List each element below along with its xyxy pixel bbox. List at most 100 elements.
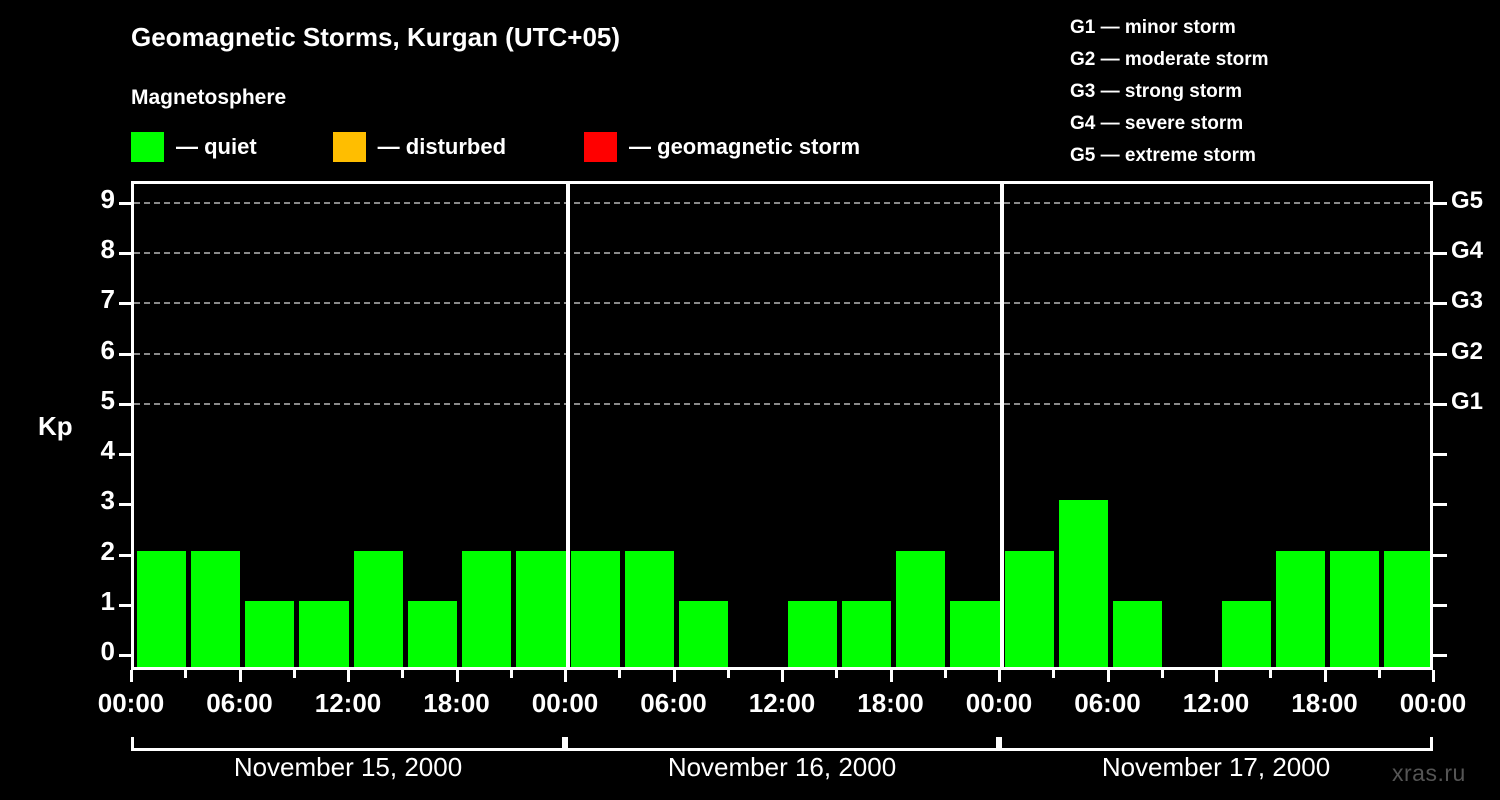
- bar-kp: [1113, 600, 1163, 667]
- gridline-kp-5: [134, 402, 1430, 405]
- bar-kp: [1384, 550, 1430, 667]
- x-minor-tick: [401, 670, 405, 678]
- g-axis-label-g4: G4: [1451, 237, 1484, 265]
- right-tick-7: [1433, 302, 1447, 306]
- y-tick-5: [119, 402, 131, 406]
- x-tick: [1215, 670, 1218, 682]
- x-tick: [1432, 670, 1435, 682]
- x-tick-label: 18:00: [857, 688, 924, 718]
- y-axis-title: Kp: [38, 411, 73, 441]
- y-tick-label-8: 8: [100, 234, 115, 265]
- bar-kp: [570, 550, 620, 667]
- y-tick-3: [119, 503, 131, 507]
- bar-kp: [136, 550, 186, 667]
- gscale-row-g3: G3 — strong storm: [1070, 81, 1243, 102]
- x-tick: [889, 670, 893, 682]
- amber-swatch-icon: [332, 132, 366, 162]
- x-tick: [1106, 670, 1110, 682]
- legend-label-disturbed: — disturbed: [377, 134, 507, 159]
- gscale-row-g5: G5 — extreme storm: [1070, 145, 1256, 166]
- x-minor-tick: [509, 670, 513, 678]
- gscale-row-g2: G2 — moderate storm: [1070, 49, 1269, 70]
- x-tick-label: 12:00: [314, 688, 382, 718]
- y-tick-label-7: 7: [100, 284, 115, 315]
- legend-label-quiet: — quiet: [176, 134, 257, 159]
- x-minor-tick: [184, 670, 188, 678]
- x-tick-label: 06:00: [1074, 688, 1141, 718]
- plot-inner: [134, 184, 1430, 667]
- g-axis-label-g5: G5: [1451, 187, 1484, 214]
- legend-item-disturbed: — disturbed: [332, 132, 507, 162]
- x-minor-tick: [1160, 670, 1164, 678]
- x-minor-tick: [1377, 670, 1381, 678]
- x-tick-label: 12:00: [748, 688, 816, 718]
- x-tick-label: 18:00: [1291, 688, 1358, 718]
- gscale-legend: G1 — minor storm G2 — moderate storm G3 …: [1070, 12, 1490, 172]
- x-tick: [238, 670, 242, 682]
- y-tick-label-6: 6: [100, 334, 115, 365]
- chart-subtitle: Magnetosphere: [131, 86, 287, 109]
- y-tick-label-9: 9: [100, 184, 115, 214]
- bar-kp: [841, 600, 891, 667]
- bar-kp: [462, 550, 512, 667]
- bar-kp: [1058, 500, 1108, 667]
- x-tick-label: 00:00: [965, 688, 1033, 718]
- x-minor-tick: [943, 670, 947, 678]
- bar-kp: [299, 600, 349, 667]
- gscale-row-g1: G1 — minor storm: [1070, 17, 1236, 38]
- right-tick-4: [1433, 453, 1447, 457]
- g-axis-label-g1: G1: [1451, 387, 1484, 415]
- x-tick: [672, 670, 676, 682]
- day-separator: [1000, 184, 1004, 667]
- y-tick-4: [119, 453, 131, 457]
- gridline-kp-9: [134, 202, 1430, 204]
- y-tick-1: [119, 603, 131, 607]
- bar-kp: [1330, 550, 1380, 667]
- legend-label-storm: — geomagnetic storm: [629, 134, 861, 159]
- gridline-kp-8: [134, 252, 1430, 255]
- y-tick-9: [119, 202, 131, 205]
- date-bracket: [131, 737, 565, 751]
- x-tick-label: 00:00: [531, 688, 599, 718]
- bar-kp: [190, 550, 240, 667]
- right-tick-3: [1433, 503, 1447, 507]
- g-axis-label-g3: G3: [1451, 287, 1484, 315]
- x-tick: [998, 670, 1001, 682]
- x-tick-label: 06:00: [640, 688, 707, 718]
- right-tick-9: [1433, 202, 1447, 205]
- date-label: November 15, 2000: [233, 752, 463, 782]
- y-tick-label-4: 4: [100, 435, 115, 466]
- bar-kp: [1221, 600, 1271, 667]
- y-tick-8: [119, 252, 131, 256]
- x-tick-label: 00:00: [97, 688, 165, 718]
- x-tick-label: 18:00: [423, 688, 490, 718]
- x-minor-tick: [835, 670, 839, 678]
- x-tick-label: 12:00: [1182, 688, 1250, 718]
- right-tick-8: [1433, 252, 1447, 256]
- y-tick-label-1: 1: [100, 585, 115, 616]
- x-tick: [347, 670, 350, 682]
- legend-item-storm: — geomagnetic storm: [584, 132, 860, 162]
- x-minor-tick: [1052, 670, 1056, 678]
- bar-kp: [787, 600, 837, 667]
- date-bracket: [999, 737, 1433, 751]
- right-tick-5: [1433, 402, 1447, 406]
- legend-item-quiet: — quiet: [131, 132, 257, 162]
- y-tick-6: [119, 352, 131, 356]
- bar-kp: [679, 600, 729, 667]
- watermark: xras.ru: [1392, 760, 1466, 786]
- right-tick-1: [1433, 603, 1447, 607]
- x-minor-tick: [726, 670, 730, 678]
- bar-kp: [1275, 550, 1325, 667]
- plot-area: [131, 181, 1433, 670]
- bar-kp: [624, 550, 674, 667]
- x-tick: [130, 670, 133, 682]
- gridline-kp-7: [134, 302, 1430, 305]
- right-tick-0: [1433, 654, 1447, 657]
- x-minor-tick: [1269, 670, 1273, 678]
- y-tick-0: [119, 654, 131, 657]
- x-tick-label: 00:00: [1399, 688, 1467, 718]
- right-tick-2: [1433, 553, 1447, 557]
- x-minor-tick: [292, 670, 296, 678]
- y-tick-2: [119, 553, 131, 557]
